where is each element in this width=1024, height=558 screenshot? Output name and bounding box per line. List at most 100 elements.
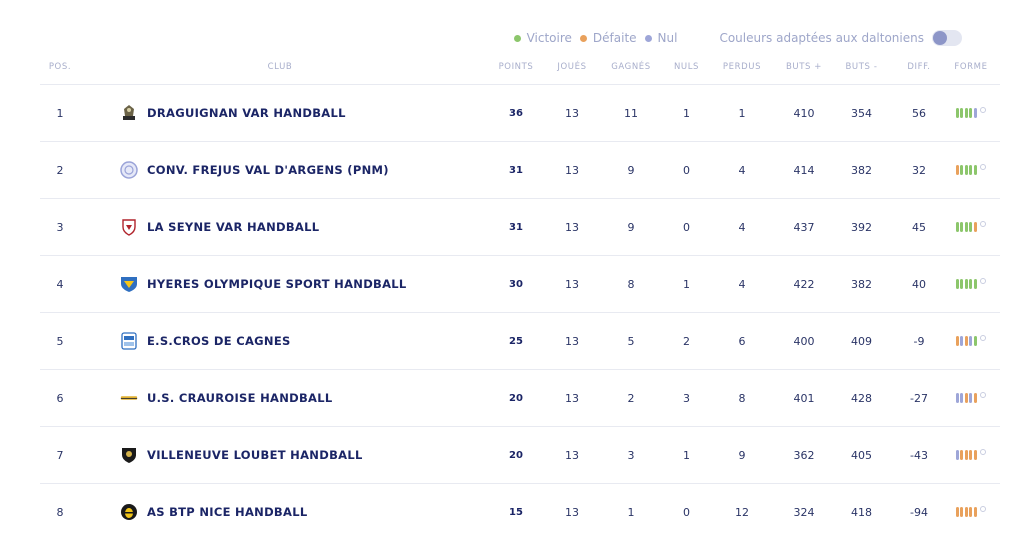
- club-wrap[interactable]: LA SEYNE VAR HANDBALL: [80, 218, 480, 236]
- legend-victoire-label: Victoire: [526, 31, 572, 45]
- form-bar-V: [973, 165, 977, 175]
- points-cell: 30: [480, 255, 552, 313]
- pos-cell: 7: [40, 426, 80, 484]
- club-wrap[interactable]: VILLENEUVE LOUBET HANDBALL: [80, 446, 480, 464]
- form-bars: [942, 449, 1000, 460]
- form-info-icon[interactable]: [980, 506, 987, 512]
- form-info-icon[interactable]: [980, 392, 987, 398]
- table-row[interactable]: 3 LA SEYNE VAR HANDBALL 31 13 9 0 4 437 392 45: [40, 198, 1000, 256]
- table-row[interactable]: 6 U.S. CRAUROISE HANDBALL 20 13 2 3 8 401 428 -27: [40, 369, 1000, 427]
- club-name[interactable]: VILLENEUVE LOUBET HANDBALL: [147, 448, 363, 462]
- form-info-icon[interactable]: [980, 107, 987, 113]
- points-cell: 15: [509, 506, 523, 518]
- header-gagnes: GAGNÉS: [592, 50, 670, 85]
- form-info-icon[interactable]: [980, 221, 987, 227]
- form-bar-V: [969, 222, 973, 232]
- form-bar-N: [973, 108, 977, 118]
- header-joues: JOUÉS: [552, 50, 592, 85]
- form-bar-V: [969, 108, 973, 118]
- form-bar-D: [973, 222, 977, 232]
- diff-cell: -27: [896, 369, 942, 427]
- club-wrap[interactable]: CONV. FREJUS VAL D'ARGENS (PNM): [80, 161, 480, 179]
- form-bar-N: [960, 336, 964, 346]
- club-name[interactable]: HYERES OLYMPIQUE SPORT HANDBALL: [147, 277, 407, 291]
- table-row[interactable]: 1 DRAGUIGNAN VAR HANDBALL 36 13 11 1 1 410 354 56: [40, 84, 1000, 142]
- diff-cell: 40: [896, 255, 942, 313]
- colorblind-toggle[interactable]: [932, 30, 962, 46]
- table-row[interactable]: 5 E.S.CROS DE CAGNES 25 13 5 2 6 400 409 -9: [40, 312, 1000, 370]
- form-bar-D: [964, 450, 968, 460]
- form-info-icon[interactable]: [980, 335, 987, 341]
- form-bar-D: [964, 336, 968, 346]
- joues-cell: 13: [565, 505, 579, 519]
- club-wrap[interactable]: AS BTP NICE HANDBALL: [80, 503, 480, 521]
- table-row[interactable]: 4 HYERES OLYMPIQUE SPORT HANDBALL 30 13 8 1 4 4…: [40, 255, 1000, 313]
- gagnes-cell: 5: [592, 312, 670, 370]
- forme-cell: [942, 426, 1000, 484]
- perdus-cell: 12: [735, 505, 749, 519]
- club-name[interactable]: E.S.CROS DE CAGNES: [147, 334, 291, 348]
- form-bar-V: [969, 165, 973, 175]
- form-bar-D: [960, 450, 964, 460]
- pos-cell: 4: [40, 255, 80, 313]
- table-row[interactable]: 2 CONV. FREJUS VAL D'ARGENS (PNM) 31 13 9 0 4 4…: [40, 141, 1000, 199]
- buts-plus-cell: 422: [781, 255, 827, 313]
- cros-crest-icon: [120, 332, 138, 350]
- club-name[interactable]: CONV. FREJUS VAL D'ARGENS (PNM): [147, 163, 389, 177]
- club-cell: U.S. CRAUROISE HANDBALL: [80, 369, 480, 427]
- joues-cell: 13: [552, 198, 592, 256]
- header-perdus: PERDUS: [703, 50, 781, 85]
- form-bar-N: [960, 393, 964, 403]
- form-bar-V: [964, 108, 968, 118]
- header-forme: FORME: [942, 50, 1000, 85]
- form-info-icon[interactable]: [980, 164, 987, 170]
- form-bar-D: [969, 507, 973, 517]
- defaite-dot-icon: [579, 34, 587, 42]
- form-info-icon[interactable]: [980, 278, 987, 284]
- form-bar-D: [969, 450, 973, 460]
- form-bar-D: [964, 507, 968, 517]
- club-wrap[interactable]: U.S. CRAUROISE HANDBALL: [80, 389, 480, 407]
- header-diff: DIFF.: [896, 50, 942, 85]
- form-bar-N: [969, 393, 973, 403]
- form-bar-V: [960, 165, 964, 175]
- club-cell: LA SEYNE VAR HANDBALL: [80, 198, 480, 256]
- buts-moins-cell: 354: [827, 84, 896, 142]
- points-cell: 20: [480, 369, 552, 427]
- club-name[interactable]: AS BTP NICE HANDBALL: [147, 505, 308, 519]
- header-pos: POS.: [40, 50, 80, 85]
- club-wrap[interactable]: DRAGUIGNAN VAR HANDBALL: [80, 104, 480, 122]
- buts-plus-cell: 401: [781, 369, 827, 427]
- club-name[interactable]: U.S. CRAUROISE HANDBALL: [147, 391, 333, 405]
- form-info-icon[interactable]: [980, 449, 987, 455]
- legend-victoire: Victoire: [513, 31, 572, 45]
- buts-plus-cell: 414: [781, 141, 827, 199]
- club-wrap[interactable]: HYERES OLYMPIQUE SPORT HANDBALL: [80, 275, 480, 293]
- nuls-cell: 0: [670, 141, 703, 199]
- buts-plus-cell: 324: [793, 505, 815, 519]
- form-legend: Victoire Défaite Nul Couleurs adaptées a…: [513, 30, 962, 46]
- gagnes-cell: 9: [592, 141, 670, 199]
- diff-cell: 32: [896, 141, 942, 199]
- joues-cell: 13: [552, 84, 592, 142]
- form-bar-V: [973, 279, 977, 289]
- form-bar-D: [973, 507, 977, 517]
- round-badge-icon: [120, 161, 138, 179]
- joues-cell: 13: [552, 141, 592, 199]
- header-nuls: NULS: [670, 50, 703, 85]
- table-row[interactable]: 7 VILLENEUVE LOUBET HANDBALL 20 13 3 1 9 362 405…: [40, 426, 1000, 484]
- gagnes-cell: 1: [627, 505, 635, 519]
- nuls-cell: 2: [670, 312, 703, 370]
- form-bars: [942, 221, 1000, 232]
- club-wrap[interactable]: E.S.CROS DE CAGNES: [80, 332, 480, 350]
- legend-nul: Nul: [644, 31, 677, 45]
- table-row[interactable]: 8 AS BTP NICE HANDBALL 15 13 1 0 12 324 418 -94: [40, 484, 1000, 541]
- gagnes-cell: 11: [592, 84, 670, 142]
- points-cell: 36: [480, 84, 552, 142]
- buts-moins-cell: 409: [827, 312, 896, 370]
- buts-moins-cell: 392: [827, 198, 896, 256]
- buts-moins-cell: 382: [827, 141, 896, 199]
- club-name[interactable]: DRAGUIGNAN VAR HANDBALL: [147, 106, 346, 120]
- club-name[interactable]: LA SEYNE VAR HANDBALL: [147, 220, 320, 234]
- perdus-cell: 9: [703, 426, 781, 484]
